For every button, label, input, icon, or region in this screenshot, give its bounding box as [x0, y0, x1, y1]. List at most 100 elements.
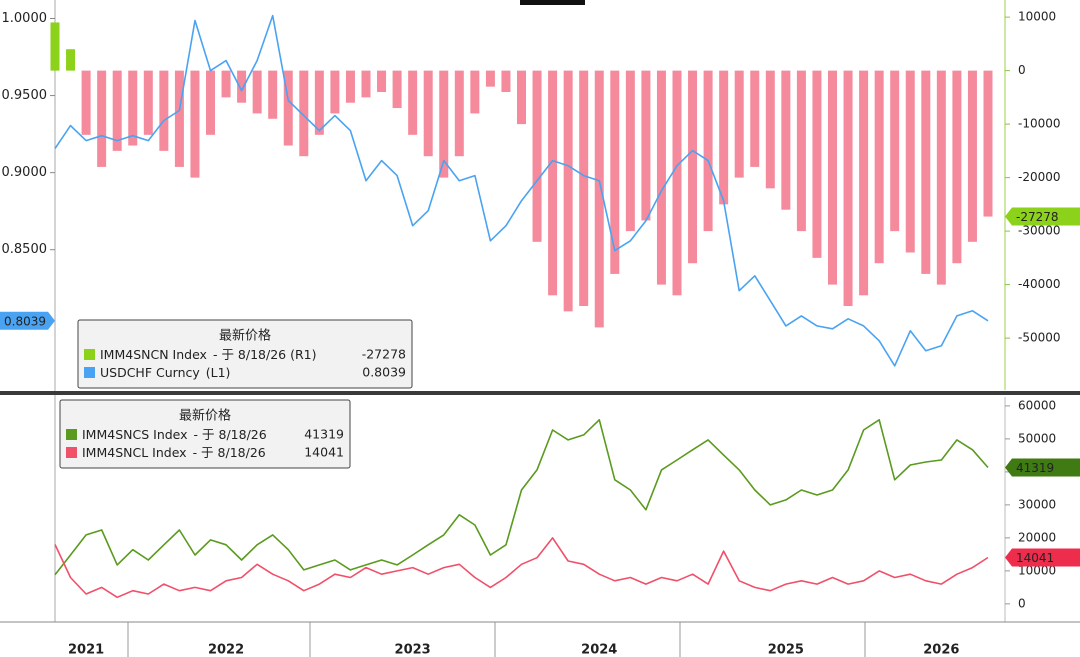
bar	[734, 70, 744, 178]
legend-title: 最新价格	[219, 328, 271, 344]
legend-name: USDCHF Curncy	[100, 365, 200, 380]
bar	[81, 70, 91, 135]
bar	[50, 22, 60, 71]
value-tag	[0, 311, 55, 330]
legend-swatch	[84, 367, 95, 378]
bar	[796, 70, 806, 232]
bar	[66, 49, 76, 71]
value-tag-label: 0.8039	[4, 314, 46, 328]
bar	[190, 70, 200, 178]
y-tick-label: 1.0000	[2, 11, 48, 26]
value-tag	[1005, 548, 1080, 567]
y2-tick-label: -40000	[1018, 277, 1061, 291]
bar	[641, 70, 651, 221]
y-tick-label: 0.9500	[2, 88, 48, 103]
bar	[470, 70, 480, 114]
bar	[719, 70, 729, 205]
bar	[174, 70, 184, 167]
legend-value: 0.8039	[362, 365, 406, 380]
bar	[828, 70, 837, 285]
bar	[206, 70, 215, 135]
y2-tick-label: -20000	[1018, 170, 1061, 184]
bar	[377, 70, 387, 93]
bar	[781, 70, 791, 210]
x-tick-label: 2026	[923, 643, 959, 657]
bar	[283, 70, 293, 146]
bar	[765, 70, 775, 189]
bar	[874, 70, 884, 264]
bar	[439, 70, 449, 178]
bar	[625, 70, 635, 232]
bar	[314, 70, 324, 135]
legend-entry: IMM4SNCS Index - 于 8/18/26	[82, 427, 267, 442]
legend-box	[77, 319, 413, 389]
bar	[268, 70, 278, 119]
bar	[299, 70, 309, 157]
x-tick-label: 2024	[581, 643, 617, 657]
bar	[936, 70, 946, 285]
bar	[610, 70, 620, 274]
x-tick-label: 2021	[68, 643, 104, 657]
bar	[97, 70, 107, 167]
legend-swatch	[84, 349, 95, 360]
y-tick-label: 0.9000	[2, 165, 48, 180]
line-series	[54, 537, 989, 599]
y-tick-label: 60000	[1018, 398, 1056, 412]
bar	[563, 70, 573, 312]
y2-tick-label: -50000	[1018, 331, 1061, 345]
line-series	[54, 14, 989, 367]
bar	[252, 70, 262, 114]
legend-entry: IMM4SNCL Index - 于 8/18/26	[82, 445, 266, 460]
y-tick-label: 0	[1018, 596, 1026, 610]
value-tag-label: 41319	[1016, 461, 1054, 475]
bar	[237, 70, 247, 103]
legend-name: IMM4SNCN Index	[100, 347, 207, 362]
legend-swatch	[66, 429, 77, 440]
y2-tick-label: -30000	[1018, 224, 1061, 238]
legend-title: 最新价格	[179, 408, 231, 424]
x-tick-label: 2022	[208, 643, 244, 657]
legend-entry: IMM4SNCN Index - 于 8/18/26 (R1)	[100, 347, 316, 362]
legend-swatch	[66, 447, 77, 458]
bar	[921, 70, 931, 274]
legend-value: 14041	[304, 445, 344, 460]
value-tag-label: -27278	[1016, 210, 1059, 224]
legend-detail: (L1)	[206, 365, 231, 380]
bar	[594, 70, 604, 328]
line-series	[54, 419, 989, 576]
bar	[812, 70, 822, 258]
bar	[159, 70, 169, 151]
bar	[330, 70, 340, 114]
title-bar	[520, 0, 585, 5]
bar	[423, 70, 433, 157]
bar	[548, 70, 558, 296]
bar	[454, 70, 464, 157]
bar	[967, 70, 977, 242]
bar	[345, 70, 355, 103]
bar	[688, 70, 698, 264]
x-tick-label: 2025	[768, 643, 804, 657]
legend-entry: USDCHF Curncy (L1)	[100, 365, 230, 380]
legend-name: IMM4SNCS Index	[82, 427, 188, 442]
legend-value: 41319	[304, 427, 344, 442]
value-tag	[1005, 458, 1080, 477]
bar	[112, 70, 122, 151]
bar	[983, 70, 993, 217]
year-separators	[127, 622, 866, 657]
bar	[392, 70, 402, 109]
bar	[890, 70, 900, 232]
bar	[517, 70, 526, 125]
bar	[859, 70, 869, 296]
bar	[361, 70, 371, 98]
bar	[656, 70, 666, 285]
bar	[952, 70, 962, 264]
bar	[579, 70, 589, 307]
x-tick-label: 2023	[395, 643, 431, 657]
value-tag	[1005, 207, 1080, 226]
bar	[843, 70, 853, 307]
y2-tick-label: -10000	[1018, 117, 1061, 131]
value-tag-label: 14041	[1016, 551, 1054, 565]
bar	[485, 70, 495, 87]
bar	[143, 70, 153, 135]
